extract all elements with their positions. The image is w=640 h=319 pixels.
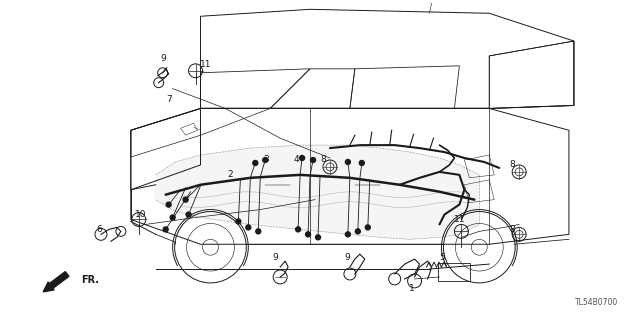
FancyArrow shape <box>44 271 69 292</box>
Text: 7: 7 <box>166 95 172 104</box>
Circle shape <box>186 212 191 217</box>
Circle shape <box>359 160 364 166</box>
Text: 8: 8 <box>509 160 515 169</box>
Circle shape <box>346 160 350 165</box>
Circle shape <box>365 225 371 230</box>
Text: 9: 9 <box>161 54 166 63</box>
Circle shape <box>170 215 175 220</box>
Circle shape <box>346 232 350 237</box>
Circle shape <box>183 197 188 202</box>
Circle shape <box>300 156 305 160</box>
Circle shape <box>305 232 310 237</box>
Circle shape <box>263 158 268 162</box>
Circle shape <box>163 227 168 232</box>
Circle shape <box>310 158 316 162</box>
Circle shape <box>355 229 360 234</box>
Text: 9: 9 <box>344 253 349 262</box>
Polygon shape <box>156 145 479 239</box>
Circle shape <box>296 227 301 232</box>
Circle shape <box>166 202 171 207</box>
Text: TL54B0700: TL54B0700 <box>575 298 619 307</box>
Circle shape <box>236 219 241 224</box>
Circle shape <box>253 160 258 166</box>
Text: 1: 1 <box>409 284 415 293</box>
Circle shape <box>246 225 251 230</box>
Text: 5: 5 <box>440 253 445 262</box>
Text: 8: 8 <box>320 155 326 165</box>
Text: FR.: FR. <box>81 275 99 285</box>
Circle shape <box>256 229 260 234</box>
Text: 11: 11 <box>454 215 465 224</box>
Text: 3: 3 <box>263 155 269 165</box>
Text: 4: 4 <box>293 155 299 165</box>
Circle shape <box>316 235 321 240</box>
Text: 8: 8 <box>509 225 515 234</box>
Text: 2: 2 <box>228 170 233 179</box>
Text: 11: 11 <box>200 60 211 69</box>
Text: 9: 9 <box>273 253 278 262</box>
Text: 10: 10 <box>135 210 147 219</box>
Text: 6: 6 <box>96 225 102 234</box>
